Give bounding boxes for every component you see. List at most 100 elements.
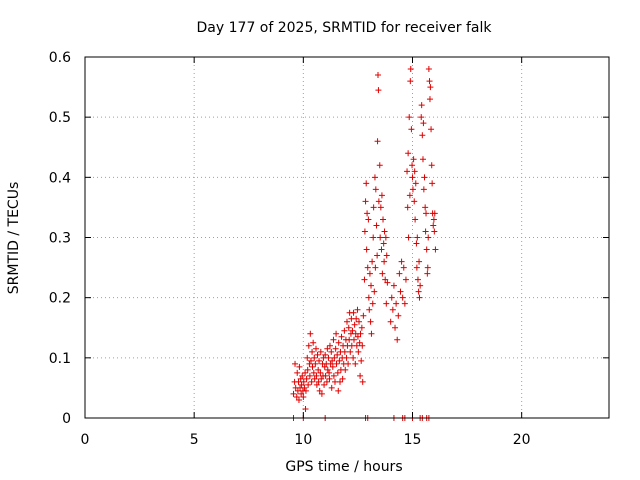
data-point [426,78,433,85]
data-point [370,204,377,211]
chart-title: Day 177 of 2025, SRMTID for receiver fal… [197,20,493,36]
data-point [334,351,341,358]
data-point [302,387,309,394]
data-point [383,252,390,259]
data-point [416,258,423,265]
data-point [404,204,411,211]
data-point [356,318,363,325]
data-point [331,378,338,385]
data-point [376,162,383,169]
data-point [359,378,366,385]
y-tick-label: 0.4 [49,170,71,186]
data-point [358,324,365,331]
data-point [377,234,384,241]
data-point [413,240,420,247]
data-point [337,378,344,385]
data-point [425,234,432,241]
data-point [378,192,385,199]
data-point [348,342,355,349]
data-point [328,348,335,355]
data-point [389,306,396,313]
data-point [423,246,430,253]
data-point [381,228,388,235]
data-point [401,300,408,307]
data-point [378,246,385,253]
data-point [414,234,421,241]
data-point [315,378,322,385]
data-point [342,366,349,373]
data-point [366,306,373,313]
data-point [362,198,369,205]
data-point [316,357,323,364]
data-point [364,264,371,271]
data-point [375,72,382,79]
data-point [368,282,375,289]
data-point [351,321,358,328]
data-point [306,360,313,367]
data-point [432,246,439,253]
data-point [326,375,333,382]
data-point [383,300,390,307]
data-point [321,381,328,388]
data-point [293,393,300,400]
data-point [333,360,340,367]
data-point [393,300,400,307]
data-point [428,162,435,169]
data-point [321,363,328,370]
data-point [377,204,384,211]
y-tick-label: 0 [62,411,71,427]
data-point [329,357,336,364]
data-point [312,360,319,367]
data-point [379,270,386,277]
data-point [400,264,407,271]
y-tick-label: 0.6 [49,50,71,66]
data-point [424,270,431,277]
data-point [345,324,352,331]
data-point [311,375,318,382]
data-point [356,339,363,346]
y-axis: 0 0.1 0.2 0.3 0.4 0.5 0.6 [49,50,609,427]
data-point [298,390,305,397]
data-point [368,330,375,337]
data-point [320,354,327,361]
data-point [294,369,301,376]
data-point [310,339,317,346]
data-point [402,276,409,283]
x-tick-label: 10 [294,432,312,448]
data-point [326,369,333,376]
data-point [373,222,380,229]
x-axis-label: GPS time / hours [285,459,402,475]
data-point [424,264,431,271]
data-point [344,318,350,325]
data-point [316,387,323,394]
data-point [420,186,427,193]
data-point [307,357,314,364]
data-point [416,294,423,301]
data-point [306,372,313,379]
data-point [382,276,389,283]
data-point [405,234,412,241]
data-point [330,336,337,343]
data-point [297,375,304,382]
data-point [427,84,434,91]
data-point [380,240,387,247]
y-tick-label: 0.5 [49,110,71,126]
data-point [372,186,379,193]
data-point [343,354,350,361]
data-point [299,372,306,379]
data-point [395,312,402,319]
data-point [332,345,339,352]
data-point [405,150,412,157]
data-point [421,174,428,181]
data-points [290,66,439,421]
data-point [399,294,406,301]
data-point [303,375,310,382]
data-point [384,279,391,286]
data-point [372,264,379,271]
data-point [360,312,367,319]
data-point [341,327,348,334]
data-point [410,156,417,163]
data-point [352,360,359,367]
data-point [382,234,389,241]
